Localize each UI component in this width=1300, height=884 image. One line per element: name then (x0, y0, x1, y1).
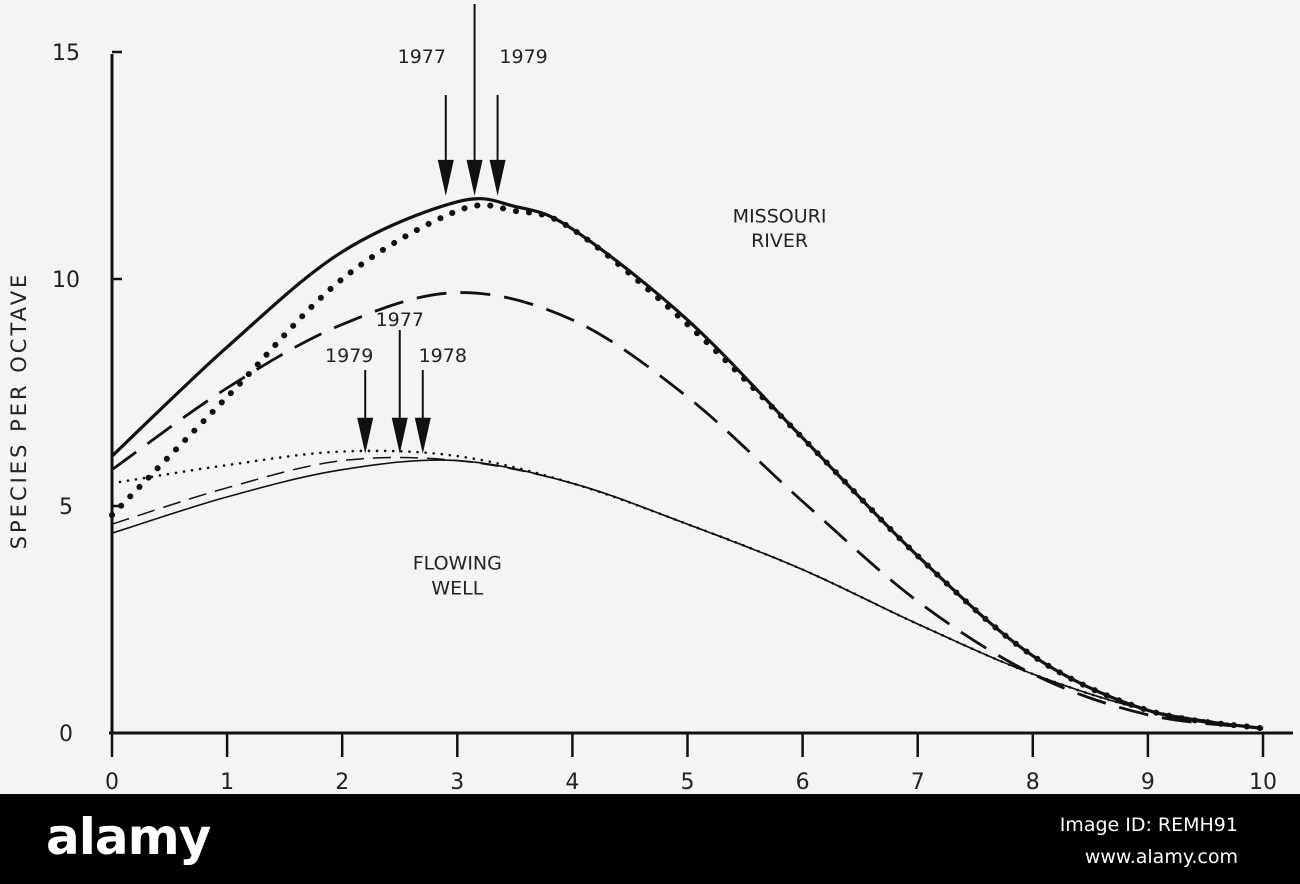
y-tick-label: 10 (52, 268, 80, 293)
mode-arrowhead (489, 159, 506, 196)
mode-arrows (357, 4, 506, 454)
curve-missouri-river-1979 (111, 291, 1264, 730)
x-tick-label: 5 (681, 770, 695, 794)
mode-year-label: 1977 (376, 309, 424, 331)
curves (109, 197, 1266, 732)
chart: 0 1 2 3 4 5 6 7 8 9 10 0 5 10 15 SPECIES PER OCTAVE MIS… (0, 0, 1300, 794)
mode-year-label: 1979 (325, 345, 373, 367)
x-tick-label: 10 (1249, 770, 1277, 794)
x-tick-label: 3 (450, 770, 464, 794)
x-tick-label: 8 (1026, 770, 1040, 794)
mode-year-label: 1977 (398, 46, 446, 68)
flowing-well-label: WELL (431, 578, 483, 600)
curve-flowing-well-1978 (111, 459, 1264, 730)
x-tick-label: 7 (911, 770, 925, 794)
mode-arrowhead (357, 417, 374, 454)
annotations: MISSOURIRIVER197819771979FLOWINGWELL1977… (325, 0, 826, 600)
x-tick-label: 4 (565, 770, 579, 794)
mode-arrowhead (437, 159, 454, 196)
watermark-logo: alamy (46, 808, 211, 866)
x-tick-label: 1 (220, 770, 234, 794)
mode-arrowhead (391, 417, 408, 454)
mode-arrowhead (466, 159, 483, 196)
mode-year-label: 1979 (499, 46, 547, 68)
y-axis-label: SPECIES PER OCTAVE (7, 272, 31, 550)
image-id: Image ID: REMH91 (1059, 814, 1238, 836)
missouri-river-label: MISSOURI (733, 205, 827, 227)
curve-missouri-river-1978 (109, 202, 1266, 732)
x-tick-label: 9 (1141, 770, 1155, 794)
mode-year-label: 1978 (450, 0, 498, 3)
x-tick-label: 6 (796, 770, 810, 794)
missouri-river-label: RIVER (751, 230, 808, 252)
axes: 0 1 2 3 4 5 6 7 8 9 10 0 5 10 15 SPECIES PER OCTAVE (7, 41, 1293, 794)
x-tick-label: 2 (335, 770, 349, 794)
mode-arrowhead (414, 417, 431, 454)
curve-missouri-river-1977 (110, 197, 1264, 731)
site-url: www.alamy.com (1084, 846, 1238, 868)
flowing-well-label: FLOWING (413, 553, 502, 575)
mode-year-label: 1978 (419, 345, 467, 367)
y-tick-label: 0 (59, 722, 73, 747)
x-tick-label: 0 (105, 770, 119, 794)
y-tick-label: 5 (59, 495, 73, 520)
y-tick-label: 15 (52, 41, 80, 66)
watermark-band: alamy Image ID: REMH91 www.alamy.com (0, 794, 1300, 884)
